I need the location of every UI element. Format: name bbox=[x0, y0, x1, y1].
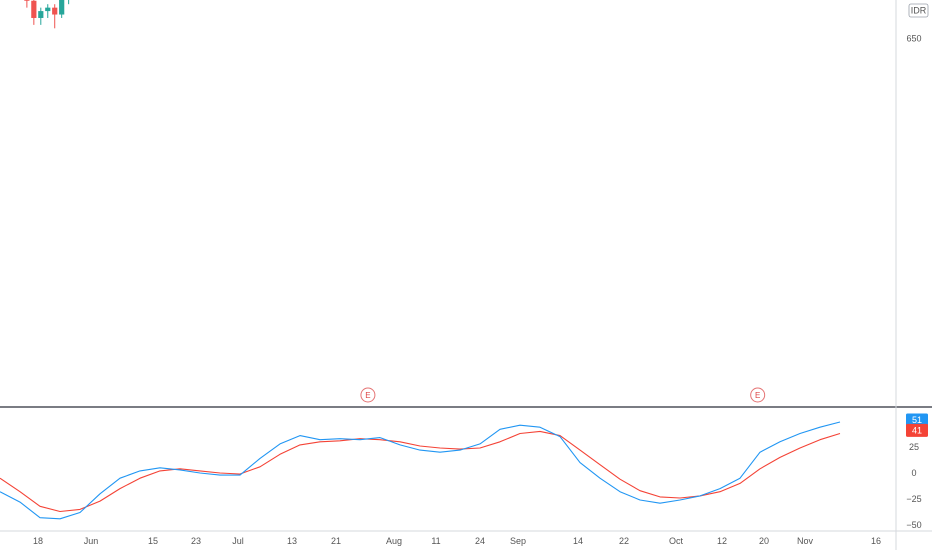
price-tick-label: 650 bbox=[906, 34, 921, 44]
candle bbox=[45, 4, 51, 18]
time-tick-label: 15 bbox=[148, 536, 158, 546]
candle bbox=[31, 0, 37, 25]
earnings-marker bbox=[750, 387, 766, 403]
osc-tag-label: 41 bbox=[912, 425, 922, 435]
time-tick-label: 11 bbox=[431, 536, 440, 546]
candle-body bbox=[45, 7, 51, 12]
candle-body bbox=[24, 0, 30, 1]
time-tick-label: Oct bbox=[669, 536, 684, 546]
candle-body bbox=[52, 7, 58, 15]
currency-badge[interactable]: IDR bbox=[908, 3, 929, 18]
osc-tick-label: −25 bbox=[906, 494, 921, 504]
time-tick-label: 13 bbox=[287, 536, 297, 546]
time-tick-label: Nov bbox=[797, 536, 814, 546]
candle bbox=[38, 7, 44, 25]
time-axis[interactable]: 18 Jun 15 23 Jul 13 21 Aug 11 24 Sep 14 22 Oct 12 20 Nov… bbox=[33, 536, 881, 546]
time-tick-label: 20 bbox=[759, 536, 769, 546]
time-tick-label: Jul bbox=[232, 536, 244, 546]
earnings-marker-label: E bbox=[755, 391, 760, 400]
osc-tick-label: 25 bbox=[909, 442, 919, 452]
price-axis[interactable]: 65050250−25−50130611759959359105141 bbox=[906, 0, 928, 530]
time-tick-label: Sep bbox=[510, 536, 526, 546]
time-tick-label: 23 bbox=[191, 536, 201, 546]
time-tick-label: 22 bbox=[619, 536, 629, 546]
time-tick-label: 21 bbox=[331, 536, 341, 546]
time-tick-label: 12 bbox=[717, 536, 727, 546]
candle bbox=[68, 0, 70, 5]
osc-tick-label: −50 bbox=[906, 520, 921, 530]
time-tick-label: 18 bbox=[33, 536, 43, 546]
osc-main-line bbox=[0, 421, 841, 520]
earnings-marker bbox=[360, 387, 376, 403]
candle-body bbox=[31, 0, 37, 18]
earnings-marker-label: E bbox=[365, 391, 370, 400]
time-tick-label: Jun bbox=[84, 536, 99, 546]
osc-tag bbox=[906, 413, 928, 427]
candle bbox=[52, 4, 58, 29]
osc-tag bbox=[906, 423, 928, 437]
candle-body bbox=[59, 0, 65, 15]
osc-tick-label: 0 bbox=[911, 468, 916, 478]
osc-tag-label: 51 bbox=[912, 415, 922, 425]
time-tick-label: 16 bbox=[871, 536, 881, 546]
time-tick-label: 14 bbox=[573, 536, 583, 546]
time-tick-label: Aug bbox=[386, 536, 402, 546]
time-tick-label: 24 bbox=[475, 536, 485, 546]
candle-body bbox=[38, 11, 44, 18]
candle bbox=[24, 0, 30, 8]
candle bbox=[59, 0, 65, 18]
currency-label: IDR bbox=[911, 6, 927, 16]
oscillator-pane[interactable] bbox=[0, 421, 841, 520]
